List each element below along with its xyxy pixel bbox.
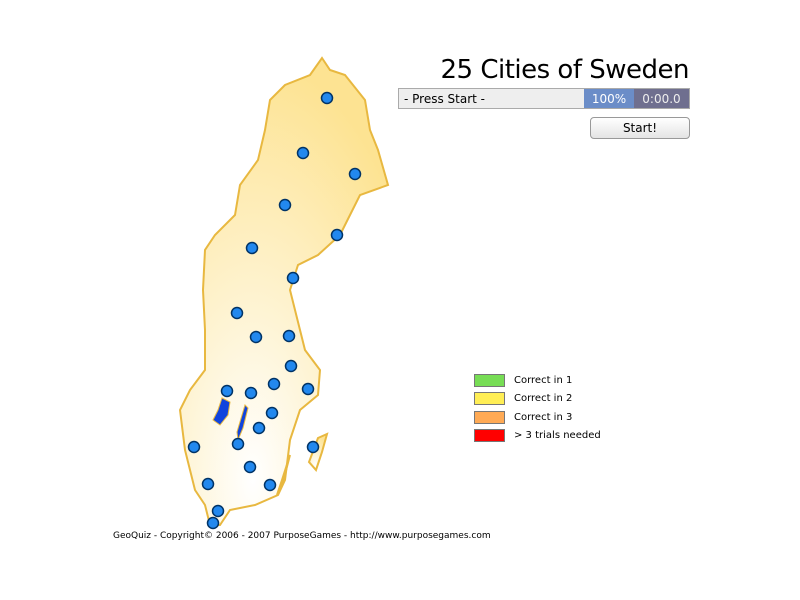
city-marker[interactable]: [330, 228, 344, 242]
legend-item: Correct in 1: [474, 371, 601, 390]
city-marker[interactable]: [249, 330, 263, 344]
legend-swatch: [474, 429, 505, 443]
city-marker[interactable]: [231, 437, 245, 451]
city-marker[interactable]: [252, 421, 266, 435]
city-marker[interactable]: [187, 440, 201, 454]
city-marker[interactable]: [243, 460, 257, 474]
city-marker[interactable]: [220, 384, 234, 398]
city-marker[interactable]: [267, 377, 281, 391]
copyright-footer: GeoQuiz - Copyright© 2006 - 2007 Purpose…: [113, 531, 491, 541]
lake-vanern: [212, 397, 231, 426]
status-text: - Press Start -: [404, 92, 485, 106]
start-button[interactable]: Start!: [590, 117, 690, 139]
legend-item: > 3 trials needed: [474, 427, 601, 446]
city-marker[interactable]: [282, 329, 296, 343]
legend-swatch: [474, 373, 505, 387]
city-marker[interactable]: [211, 504, 225, 518]
legend-label: Correct in 1: [514, 374, 573, 386]
city-marker[interactable]: [263, 478, 277, 492]
progress-percent: 100%: [584, 89, 634, 108]
legend-label: > 3 trials needed: [514, 430, 601, 442]
legend: Correct in 1 Correct in 2 Correct in 3 >…: [474, 371, 601, 445]
sweden-mainland: [178, 56, 390, 526]
legend-swatch: [474, 410, 505, 424]
city-marker[interactable]: [296, 146, 310, 160]
legend-swatch: [474, 392, 505, 406]
city-marker[interactable]: [206, 516, 220, 530]
quiz-title: 25 Cities of Sweden: [440, 55, 689, 85]
city-marker[interactable]: [278, 198, 292, 212]
city-marker[interactable]: [201, 477, 215, 491]
city-marker[interactable]: [265, 406, 279, 420]
legend-label: Correct in 3: [514, 411, 573, 423]
status-bar: - Press Start - 100% 0:00.0: [398, 88, 690, 109]
city-marker[interactable]: [284, 359, 298, 373]
city-marker[interactable]: [306, 440, 320, 454]
city-marker[interactable]: [348, 167, 362, 181]
timer: 0:00.0: [634, 89, 689, 108]
oland-island: [276, 454, 291, 496]
lake-vattern: [236, 404, 249, 442]
legend-label: Correct in 2: [514, 393, 573, 405]
city-marker[interactable]: [301, 382, 315, 396]
city-marker[interactable]: [245, 241, 259, 255]
city-marker[interactable]: [286, 271, 300, 285]
city-marker[interactable]: [230, 306, 244, 320]
legend-item: Correct in 2: [474, 390, 601, 409]
legend-item: Correct in 3: [474, 408, 601, 427]
city-marker[interactable]: [244, 386, 258, 400]
city-marker[interactable]: [320, 91, 334, 105]
gotland-island: [307, 432, 329, 472]
